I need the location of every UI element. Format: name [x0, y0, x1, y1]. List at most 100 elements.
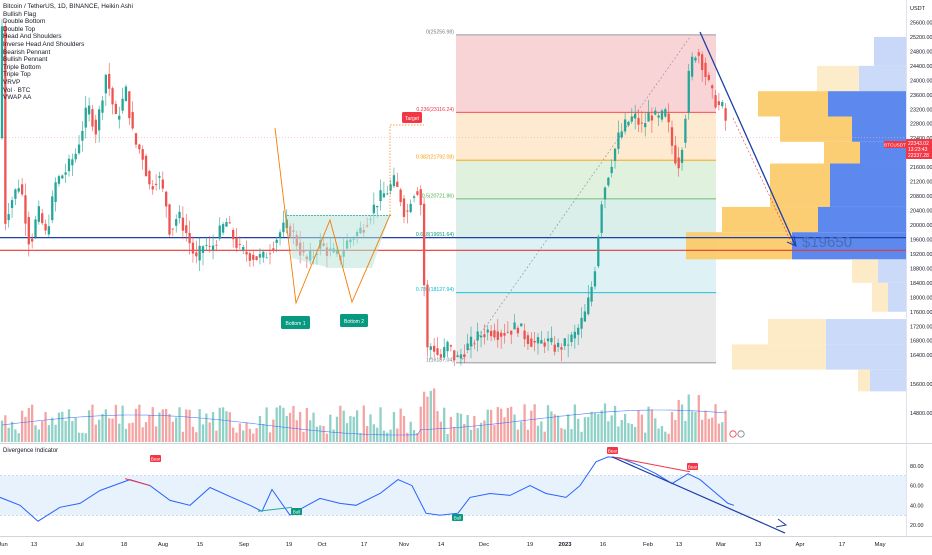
legend-item[interactable]: VWAP AA — [3, 94, 32, 102]
candle-body — [154, 183, 158, 185]
volume-bar — [483, 420, 486, 442]
candle-body — [44, 223, 47, 231]
time-tick-label: 19 — [527, 542, 533, 548]
volume-bar — [319, 425, 322, 442]
volume-bar — [245, 422, 248, 442]
legend-item[interactable]: Double Bottom — [3, 18, 46, 26]
fib-level-label: 0.382(21792.08) — [416, 155, 454, 161]
volume-bar — [654, 418, 657, 442]
fib-level-label: 0.5(20721.86) — [422, 193, 455, 199]
time-tick-label: 16 — [600, 542, 606, 548]
volume-bar — [607, 421, 610, 442]
candle-body — [215, 244, 218, 246]
legend-item[interactable]: Bullish Flag — [3, 10, 37, 18]
candle-body — [526, 335, 530, 345]
legend-item[interactable]: Triple Bottom — [3, 63, 41, 71]
candle-body — [185, 225, 188, 233]
time-tick-label: 13 — [755, 542, 761, 548]
divergence-tick: 80.00 — [910, 464, 924, 470]
volume-bar — [553, 414, 556, 442]
volume-bar — [0, 420, 4, 442]
legend-item[interactable]: Head And Shoulders — [3, 33, 62, 41]
price-tick-label: 21200.00 — [910, 180, 932, 186]
volume-bar — [500, 408, 503, 442]
legend-item[interactable]: Vol · BTC — [3, 86, 31, 94]
volume-bar — [121, 405, 124, 442]
volume-profile-bar — [817, 65, 859, 92]
candle-body — [54, 182, 57, 202]
volume-bar — [349, 416, 352, 442]
volume-bar — [617, 426, 620, 442]
volume-bar — [436, 411, 439, 442]
volume-bar — [285, 415, 288, 442]
volume-bar — [362, 405, 365, 442]
candle-body — [627, 121, 630, 126]
candle-body — [108, 73, 111, 89]
volume-bar — [81, 432, 84, 442]
divergence-band — [0, 475, 906, 516]
price-tick-label: 21600.00 — [910, 165, 932, 171]
volume-bar — [188, 409, 191, 442]
time-tick-label: 15 — [197, 542, 203, 548]
fib-level-label: 0(25256.98) — [426, 29, 454, 35]
volume-bar — [493, 425, 496, 442]
candle-body — [660, 110, 664, 120]
volume-bar — [31, 404, 34, 442]
candle-body — [87, 105, 91, 115]
candle-body — [540, 340, 543, 344]
fib-level-label: 0.618(19651.64) — [416, 232, 454, 238]
candle-body — [262, 251, 265, 258]
volume-bar — [77, 432, 81, 442]
time-tick-label: 13 — [676, 542, 682, 548]
price-tick-label: 24400.00 — [910, 64, 932, 70]
candle-body — [191, 242, 195, 254]
candle-body — [553, 344, 556, 352]
volume-bar — [118, 423, 121, 442]
volume-bar — [701, 419, 704, 442]
volume-bar — [560, 428, 563, 442]
volume-bar — [640, 414, 643, 442]
candle-body — [613, 148, 617, 161]
volume-bar — [446, 433, 449, 442]
candle-body — [131, 112, 134, 129]
legend-item[interactable]: Inverse Head And Shoulders — [3, 40, 85, 48]
volume-bar — [258, 415, 262, 442]
volume-bar — [138, 404, 141, 442]
price-tick-label: 16400.00 — [910, 353, 932, 359]
legend-item[interactable]: Triple Top — [3, 71, 31, 79]
legend-item[interactable]: Double Top — [3, 25, 36, 33]
volume-profile-bar — [852, 259, 878, 283]
candle-body — [134, 133, 138, 145]
volume-bar — [389, 429, 392, 442]
bottom1-badge — [281, 316, 310, 329]
volume-bar — [489, 409, 493, 442]
volume-profile-bar — [732, 344, 826, 370]
price-tick-label: 25600.00 — [910, 20, 932, 26]
legend-item[interactable]: Bullish Pennant — [3, 56, 48, 64]
volume-bar — [178, 407, 181, 442]
bull-marker-2-badge — [452, 514, 463, 521]
legend-item[interactable]: Bearish Pennant — [3, 48, 51, 56]
volume-bar — [17, 433, 20, 442]
candle-body — [275, 239, 278, 243]
candle-body — [664, 109, 667, 117]
volume-bar — [332, 429, 335, 442]
candle-body — [386, 193, 389, 195]
volume-bar — [479, 422, 483, 442]
volume-bar — [225, 411, 228, 442]
volume-bar — [352, 416, 355, 442]
volume-bar — [711, 417, 714, 442]
volume-bar — [627, 423, 630, 442]
price-tick-label: 23200.00 — [910, 107, 932, 113]
candle-body — [141, 149, 144, 160]
fib-zone — [456, 112, 716, 161]
legend-item[interactable]: VRVP — [3, 78, 21, 86]
volume-bar — [322, 426, 325, 442]
time-tick-label: 19 — [286, 542, 292, 548]
candle-body — [603, 187, 607, 200]
price-tick-label: 24800.00 — [910, 49, 932, 55]
volume-bar — [158, 412, 161, 442]
volume-bar — [255, 428, 258, 442]
